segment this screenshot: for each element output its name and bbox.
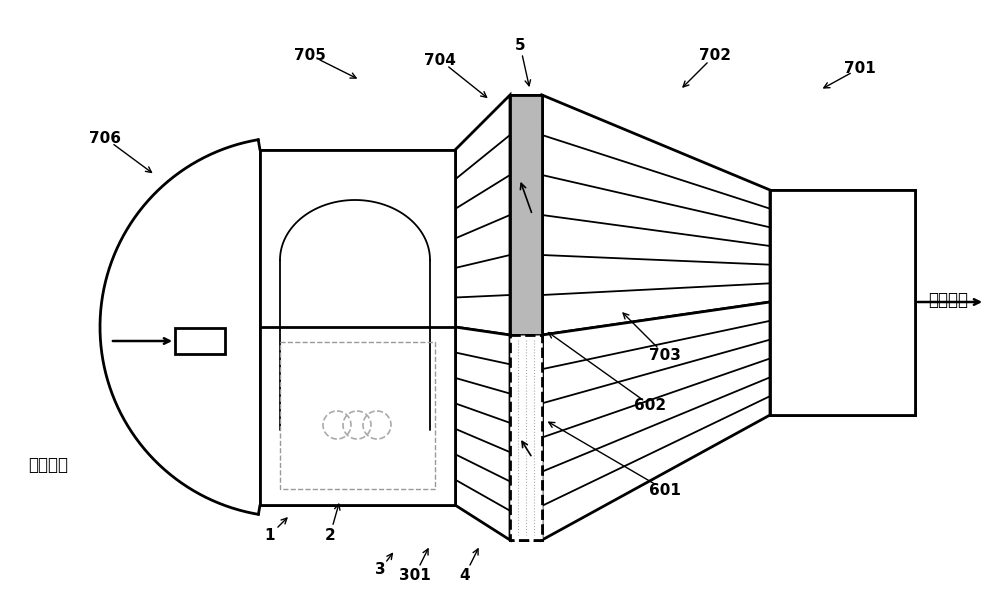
Text: 5: 5	[515, 37, 525, 53]
Polygon shape	[542, 95, 770, 335]
Text: 4: 4	[460, 567, 470, 583]
Text: 705: 705	[294, 47, 326, 63]
Bar	[260, 150, 455, 505]
Bar	[280, 342, 435, 489]
Text: 空气入口: 空气入口	[928, 291, 968, 309]
Bar	[260, 150, 455, 505]
Polygon shape	[455, 327, 510, 540]
Bar	[510, 335, 542, 540]
Polygon shape	[542, 302, 770, 540]
Bar	[510, 155, 542, 460]
Bar	[770, 190, 915, 415]
Text: 702: 702	[699, 47, 731, 63]
Text: 602: 602	[634, 397, 666, 413]
Text: 701: 701	[844, 61, 876, 76]
Text: 601: 601	[649, 483, 681, 497]
Text: 2: 2	[325, 527, 335, 543]
Polygon shape	[455, 95, 510, 335]
Bar	[770, 190, 915, 415]
Bar	[510, 335, 542, 540]
Text: 301: 301	[399, 567, 431, 583]
Bar	[510, 95, 542, 335]
Bar	[510, 95, 542, 335]
Text: 3: 3	[375, 562, 385, 578]
Bar	[175, 328, 225, 354]
Bar	[280, 342, 435, 489]
Text: 706: 706	[89, 131, 121, 146]
Text: 703: 703	[649, 348, 681, 362]
Text: 704: 704	[424, 53, 456, 68]
Text: 1: 1	[265, 527, 275, 543]
Text: 燃气入口: 燃气入口	[28, 456, 68, 474]
